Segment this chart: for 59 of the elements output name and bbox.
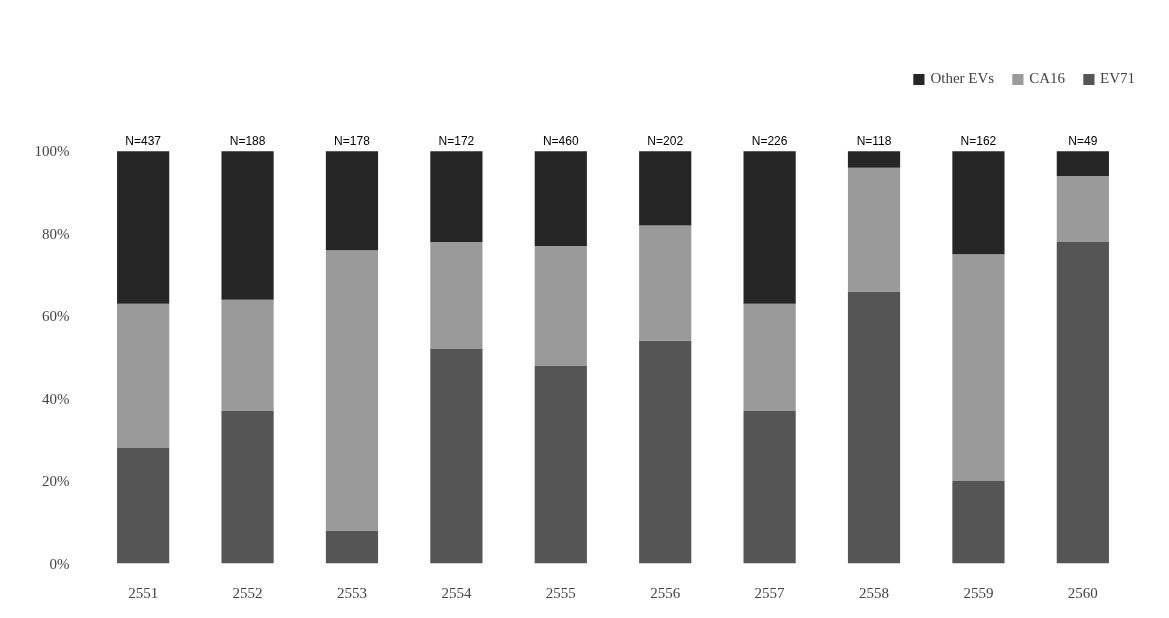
bar	[325, 151, 379, 251]
bar	[117, 151, 170, 304]
legend-label: Other EVs	[930, 70, 995, 87]
annotation: N=162	[960, 134, 997, 149]
annotation: N=202	[647, 134, 684, 149]
bar	[1056, 241, 1109, 564]
x-tick-label: 2558	[859, 584, 890, 601]
x-tick-label: 2557	[754, 584, 786, 601]
legend-label: CA16	[1029, 70, 1065, 87]
y-tick-label: 40%	[42, 390, 70, 407]
bar	[430, 349, 483, 564]
bar	[430, 151, 483, 242]
bar	[639, 340, 692, 564]
bar	[639, 151, 692, 226]
bar	[534, 365, 587, 564]
y-tick-label: 100%	[34, 143, 70, 160]
bar	[325, 530, 379, 564]
bar	[952, 254, 1005, 482]
bar	[743, 303, 796, 411]
bar	[639, 225, 692, 341]
bar	[325, 250, 379, 531]
x-tick-label: 2551	[128, 584, 159, 601]
bar	[952, 481, 1005, 564]
x-tick-label: 2555	[545, 584, 576, 601]
bar	[743, 151, 796, 304]
y-tick-label: 20%	[42, 473, 70, 490]
bar	[221, 299, 274, 411]
x-tick-label: 2552	[232, 584, 263, 601]
bar	[534, 246, 587, 366]
bar	[952, 151, 1005, 255]
bar	[1056, 151, 1109, 176]
y-tick-label: 0%	[49, 555, 70, 572]
annotation: N=178	[334, 134, 371, 149]
bar	[847, 167, 901, 292]
annotation: N=49	[1068, 134, 1098, 149]
annotation: N=226	[751, 134, 788, 149]
legend-label: EV71	[1100, 70, 1135, 87]
annotation: N=188	[229, 134, 266, 149]
x-tick-label: 2556	[650, 584, 681, 601]
bar	[847, 151, 901, 168]
bar	[847, 291, 901, 564]
annotation: N=460	[542, 134, 579, 149]
bar	[743, 410, 796, 564]
bar	[1056, 175, 1109, 242]
bar	[221, 151, 274, 300]
annotation: N=437	[125, 134, 162, 149]
bar	[221, 410, 274, 564]
annotation: N=118	[856, 134, 892, 149]
y-tick-label: 80%	[42, 225, 70, 242]
y-tick-label: 60%	[42, 308, 70, 325]
x-tick-label: 2559	[963, 584, 994, 601]
annotation: N=172	[438, 134, 475, 149]
bar	[534, 151, 587, 247]
bar	[117, 448, 170, 564]
x-tick-label: 2560	[1067, 584, 1098, 601]
x-tick-label: 2553	[336, 584, 367, 601]
x-tick-label: 2554	[441, 584, 472, 601]
bar	[117, 303, 170, 449]
bar	[430, 241, 483, 350]
